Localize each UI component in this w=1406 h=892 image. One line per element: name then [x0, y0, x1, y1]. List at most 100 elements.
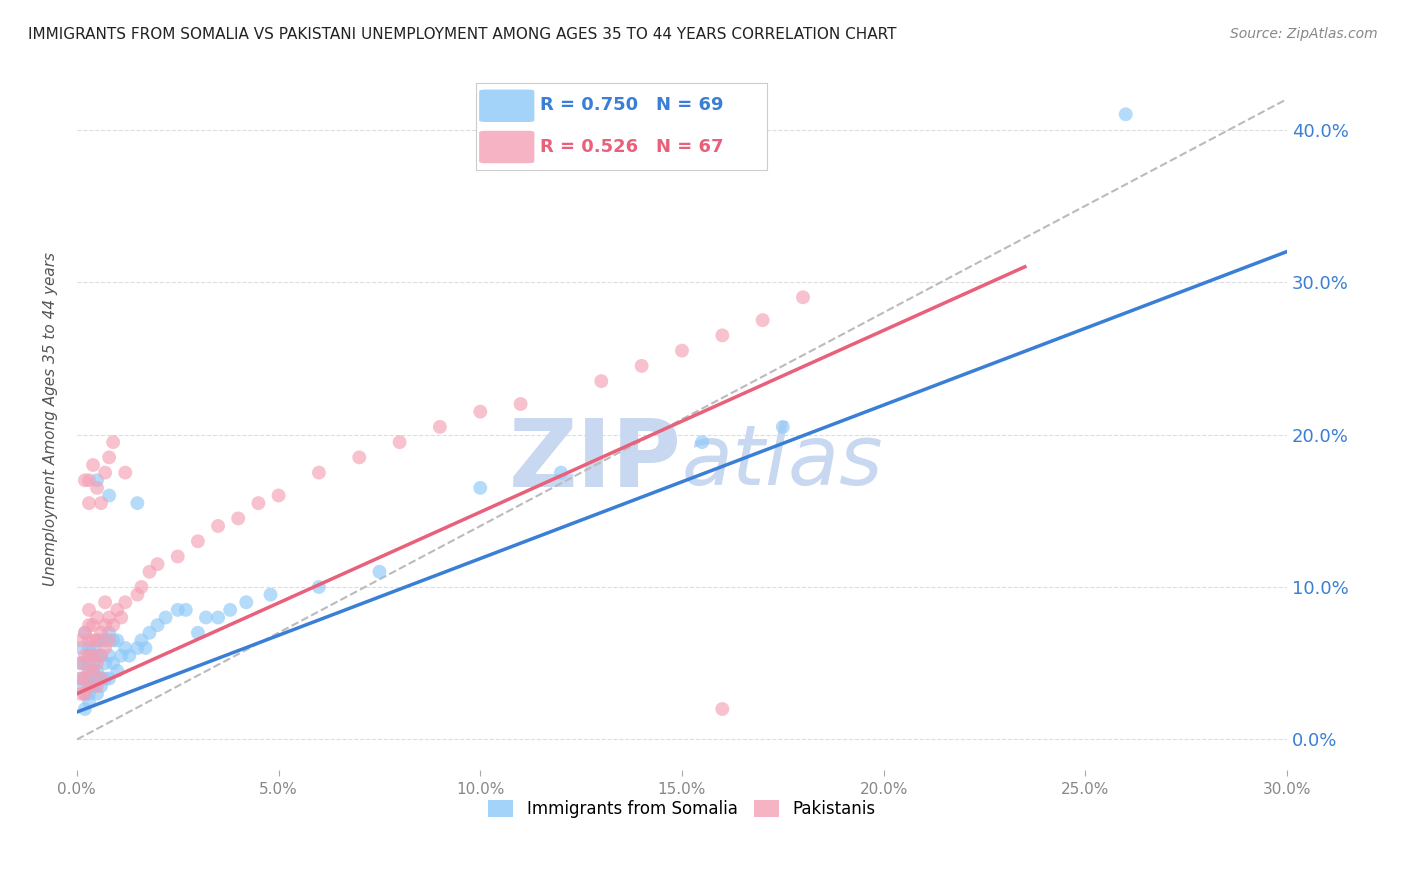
Point [73, 625, 96, 640]
Point [70, 657, 93, 671]
Point [131, 633, 153, 648]
Point [711, 328, 734, 343]
Point [101, 633, 124, 648]
Point [86, 664, 108, 678]
Point [77, 672, 100, 686]
Point [82, 657, 104, 671]
Point [77, 496, 100, 510]
Point [86, 679, 108, 693]
Point [671, 343, 693, 358]
Point [98, 633, 121, 648]
Point [82, 458, 104, 472]
Point [82, 664, 104, 678]
Point [77, 603, 100, 617]
Point [90, 648, 112, 663]
Point [77, 687, 100, 701]
Point [105, 664, 128, 678]
Point [73, 672, 96, 686]
Point [368, 565, 391, 579]
Point [138, 625, 160, 640]
Point [187, 625, 209, 640]
Point [101, 657, 124, 671]
Point [73, 672, 96, 686]
Point [118, 648, 141, 663]
Point [70, 640, 93, 655]
Point [77, 633, 100, 648]
Point [73, 648, 96, 663]
Point [751, 313, 773, 327]
Text: ZIP: ZIP [509, 416, 682, 508]
Point [166, 549, 188, 564]
Point [86, 648, 108, 663]
Point [77, 618, 100, 632]
Point [127, 496, 149, 510]
Legend: Immigrants from Somalia, Pakistanis: Immigrants from Somalia, Pakistanis [482, 793, 883, 825]
Point [772, 420, 794, 434]
Point [166, 603, 188, 617]
Point [86, 481, 108, 495]
Point [308, 466, 330, 480]
Point [429, 420, 451, 434]
Point [73, 473, 96, 487]
Point [146, 557, 169, 571]
Point [94, 595, 117, 609]
Y-axis label: Unemployment Among Ages 35 to 44 years: Unemployment Among Ages 35 to 44 years [44, 252, 58, 586]
Point [73, 657, 96, 671]
Point [82, 664, 104, 678]
Point [94, 672, 117, 686]
Point [187, 534, 209, 549]
Point [77, 694, 100, 708]
Point [98, 648, 121, 663]
Point [73, 687, 96, 701]
Point [138, 565, 160, 579]
Point [77, 664, 100, 678]
Point [94, 466, 117, 480]
Point [127, 640, 149, 655]
Point [247, 496, 270, 510]
Point [94, 657, 117, 671]
Point [792, 290, 814, 304]
Point [82, 618, 104, 632]
Point [105, 633, 128, 648]
Point [94, 633, 117, 648]
Point [114, 640, 136, 655]
Point [98, 672, 121, 686]
Point [235, 595, 257, 609]
Point [70, 672, 93, 686]
Point [131, 580, 153, 594]
Point [101, 618, 124, 632]
Point [267, 489, 290, 503]
Point [90, 625, 112, 640]
Point [73, 702, 96, 716]
Point [73, 625, 96, 640]
Point [174, 603, 197, 617]
Point [591, 374, 613, 388]
Point [101, 435, 124, 450]
Point [219, 603, 242, 617]
Point [86, 633, 108, 648]
Point [630, 359, 652, 373]
Point [711, 702, 734, 716]
Point [308, 580, 330, 594]
Point [550, 466, 572, 480]
Point [388, 435, 411, 450]
Point [70, 679, 93, 693]
Point [86, 674, 108, 689]
Point [134, 640, 156, 655]
Text: atlas: atlas [682, 421, 883, 502]
Point [470, 481, 492, 495]
Point [90, 496, 112, 510]
Point [70, 657, 93, 671]
Point [73, 687, 96, 701]
Point [226, 511, 249, 525]
Point [105, 603, 128, 617]
Point [90, 648, 112, 663]
Point [1115, 107, 1137, 121]
Point [114, 595, 136, 609]
Point [77, 679, 100, 693]
Point [146, 618, 169, 632]
Point [86, 657, 108, 671]
Point [98, 610, 121, 624]
Point [90, 633, 112, 648]
Point [90, 679, 112, 693]
